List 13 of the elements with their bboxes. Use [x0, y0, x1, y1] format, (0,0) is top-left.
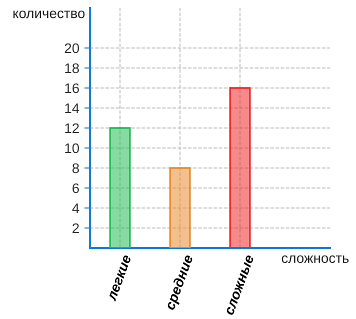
y-tick-label: 6: [72, 183, 79, 194]
x-tick-label: легкие: [108, 254, 132, 302]
y-tick-label: 4: [72, 203, 80, 214]
y-tick-label: 18: [65, 63, 79, 74]
y-tick-label: 14: [65, 103, 80, 114]
y-tick-label: 20: [64, 43, 80, 54]
y-tick-label: 2: [72, 223, 79, 234]
y-tick-label: 8: [72, 163, 79, 174]
y-tick-label: 10: [65, 143, 80, 154]
y-axis-title: количество: [13, 10, 85, 18]
y-tick-label: 12: [65, 123, 79, 134]
y-tick-label: 16: [65, 83, 79, 94]
x-axis-title: сложность: [282, 255, 349, 263]
